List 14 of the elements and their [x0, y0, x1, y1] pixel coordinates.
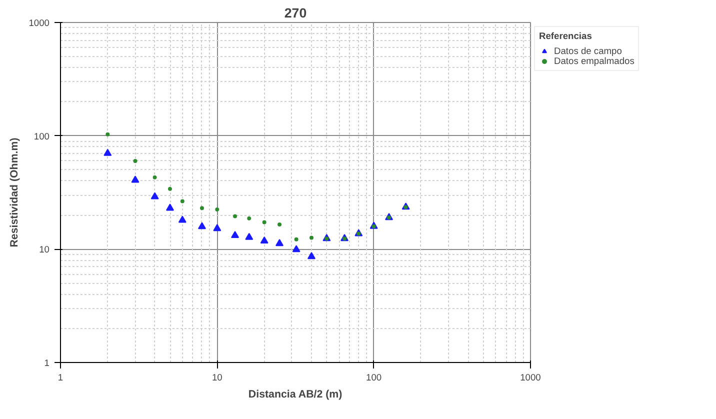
x-axis-title: Distancia AB/2 (m): [248, 388, 343, 400]
legend-label: Datos de campo: [554, 46, 622, 56]
y-axis-title: Resistividad (Ohm.m): [8, 137, 21, 248]
legend-title: Referencias: [539, 31, 593, 41]
x-tick-label: 1: [58, 372, 64, 382]
y-tick-label: 10: [39, 244, 50, 255]
x-tick-label: 1000: [520, 372, 541, 382]
x-tick-label: 100: [366, 372, 382, 382]
y-tick-label: 100: [34, 131, 50, 142]
y-tick-label: 1: [44, 358, 50, 368]
y-tick-label: 1000: [28, 18, 50, 28]
chart-title: 270: [284, 6, 307, 20]
legend-label: Datos empalmados: [554, 56, 634, 66]
x-tick-label: 10: [212, 372, 222, 382]
